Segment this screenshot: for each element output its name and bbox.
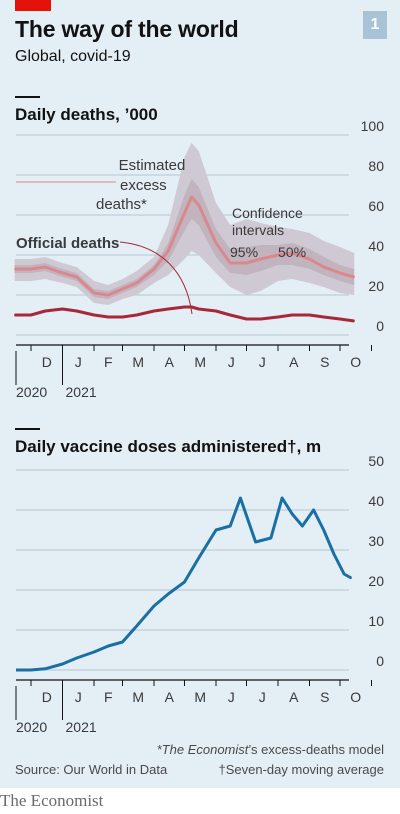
- vaccine-doses-line: [16, 496, 352, 672]
- chart-1-y-tick-label: 20: [368, 278, 384, 294]
- chart-2-x-tick-label: D: [42, 689, 52, 705]
- chart-1-y-tick-label: 80: [368, 158, 384, 174]
- official-deaths-line: [14, 305, 355, 323]
- chart-panel: [0, 0, 400, 788]
- excess-deaths-line: [14, 195, 355, 297]
- chart-1-x-tick-label: J: [75, 354, 82, 370]
- chart-1-x-tick-label: F: [104, 354, 113, 370]
- chart-1-y-tick-label: 0: [376, 318, 384, 334]
- chart-1-x-tick-label: A: [165, 354, 175, 370]
- annotation-excess-line-1: Estimated: [119, 157, 186, 174]
- chart-1-y-tick-label: 60: [368, 198, 384, 214]
- chart-2-y-tick-label: 40: [368, 493, 384, 509]
- brand-red-tab: [15, 0, 51, 11]
- vaccine-doses-chart: Daily vaccine doses administered†, m 0 10…: [15, 428, 384, 735]
- chart-1-x-tick-label: J: [259, 354, 266, 370]
- page-title: The way of the world: [15, 16, 239, 42]
- page-subtitle: Global, covid-19: [15, 48, 131, 65]
- chart-2-x-tick-label: J: [75, 689, 82, 705]
- chart-2-x-tick-label: A: [289, 689, 299, 705]
- chart-1-y-tick-label: 40: [368, 238, 384, 254]
- chart-1-x-tick-label: S: [320, 354, 329, 370]
- chart-2-year-label: 2020: [16, 719, 47, 735]
- chart-1-x-tick-label: M: [132, 354, 144, 370]
- chart-1-x-tick-label: M: [194, 354, 206, 370]
- daily-deaths-chart: Daily deaths, ’000 0 20 40 60 80 100 D J F M A M J J…: [13, 96, 385, 400]
- ci50-band: [14, 179, 355, 299]
- chart-2-x-tick-label: M: [132, 689, 144, 705]
- chart-2-year-label: 2021: [66, 719, 97, 735]
- chart-2-x-tick-label: J: [228, 689, 235, 705]
- annotation-ci95: 95%: [230, 244, 258, 260]
- chart-2-x-tick-label: A: [165, 689, 175, 705]
- annotation-official-leader: [119, 241, 193, 315]
- chart-2-y-tick-label: 0: [376, 653, 384, 669]
- source-note: Source: Our World in Data: [15, 762, 168, 777]
- annotation-official: Official deaths: [16, 235, 119, 252]
- economist-logo: The Economist: [0, 791, 104, 810]
- chart-2-x-tick-label: M: [194, 689, 206, 705]
- chart-2-x-tick-label: O: [350, 689, 361, 705]
- chart-2-x-tick-label: J: [259, 689, 266, 705]
- chart-1-y-tick-label: 100: [361, 118, 385, 134]
- chart-1-year-label: 2020: [16, 384, 47, 400]
- chart-2-y-tick-label: 50: [368, 453, 384, 469]
- chart-2-title-rule: [15, 428, 40, 430]
- chart-1-title-rule: [15, 96, 40, 98]
- chart-1-year-label: 2021: [66, 384, 97, 400]
- chart-number-badge: 1: [363, 11, 387, 39]
- annotation-excess-line-2: excess: [120, 177, 167, 194]
- annotation-ci50: 50%: [278, 244, 306, 260]
- chart-2-x-tick-label: F: [104, 689, 113, 705]
- footnote-moving-average: †Seven-day moving average: [218, 762, 385, 777]
- chart-2-y-tick-label: 10: [368, 613, 384, 629]
- chart-1-title: Daily deaths, ’000: [15, 105, 158, 124]
- chart-2-y-tick-label: 30: [368, 533, 384, 549]
- chart-1-x-tick-label: A: [289, 354, 299, 370]
- chart-2-x-tick-label: S: [320, 689, 329, 705]
- annotation-excess-line-3: deaths*: [96, 196, 147, 213]
- chart-1-x-tick-label: O: [350, 354, 361, 370]
- chart-1-x-tick-label: J: [228, 354, 235, 370]
- footnote-excess-model: *The Economist’s excess-deaths model: [156, 742, 384, 757]
- chart-2-title: Daily vaccine doses administered†, m: [15, 437, 321, 456]
- chart-1-x-tick-label: D: [42, 354, 52, 370]
- chart-2-y-tick-label: 20: [368, 573, 384, 589]
- annotation-ci-line-1: Confidence: [232, 205, 303, 221]
- annotation-ci-line-2: intervals: [232, 222, 284, 238]
